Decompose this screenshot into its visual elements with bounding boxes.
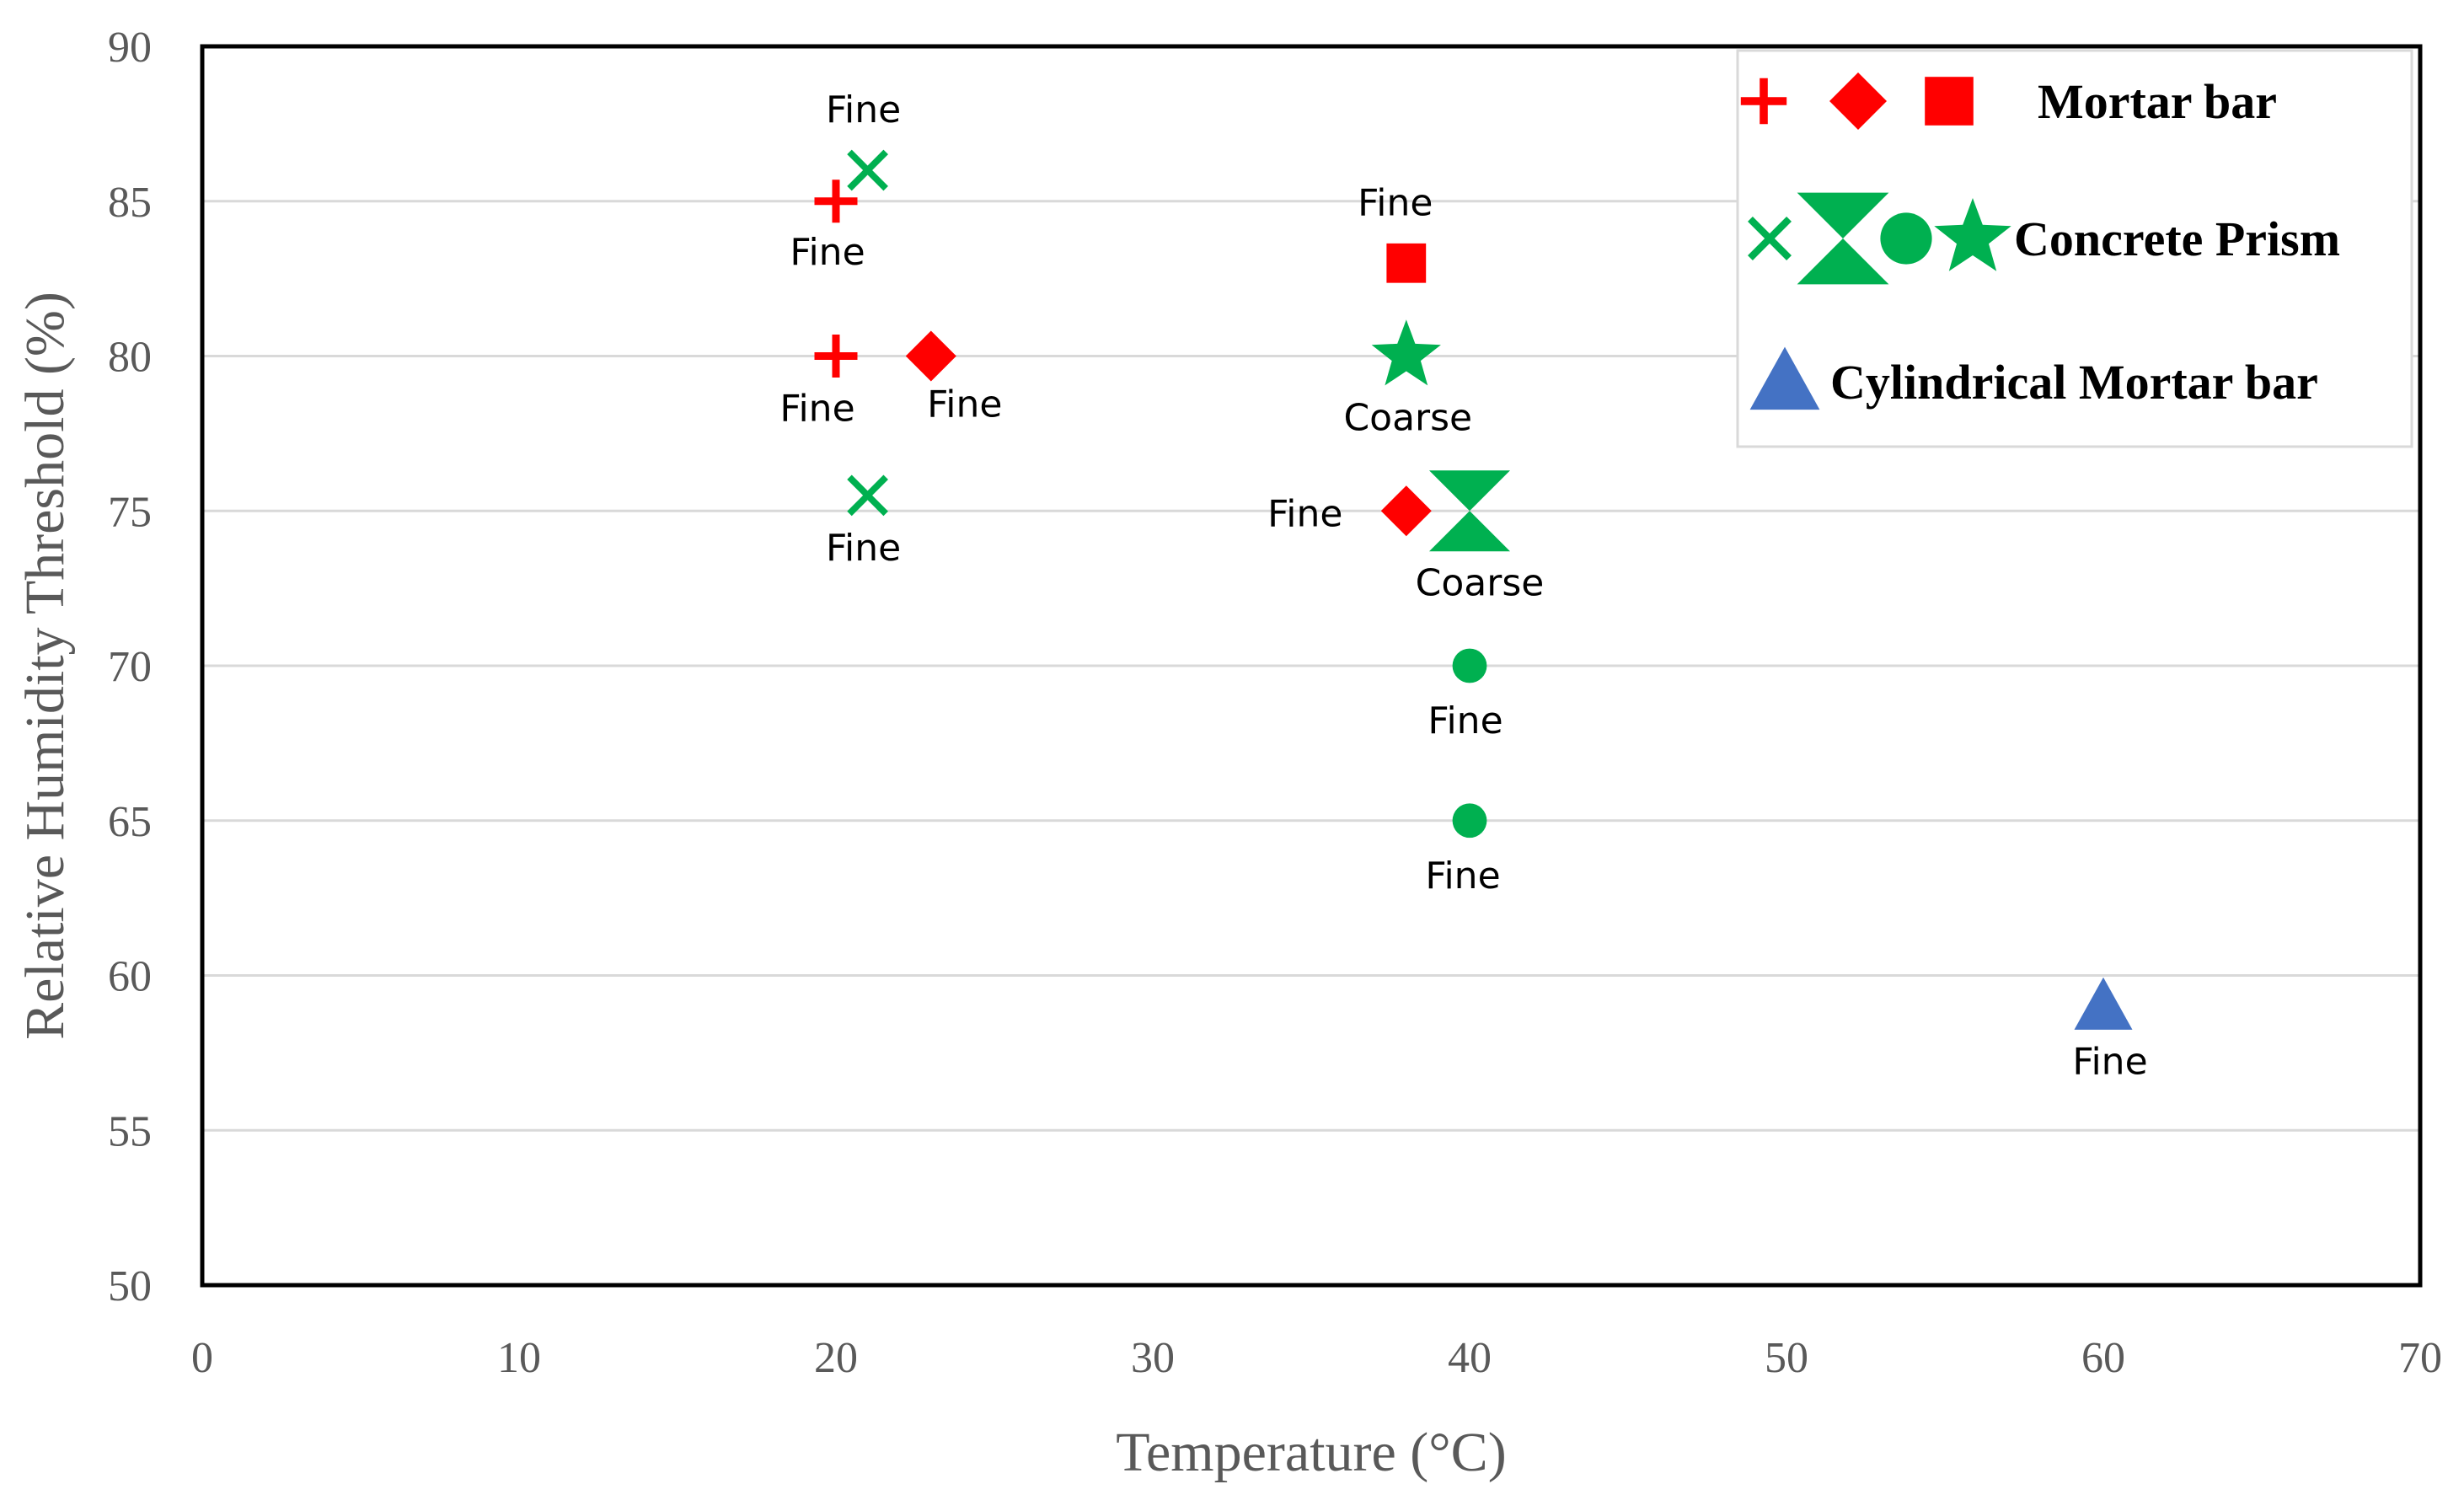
x-axis-ticks: 0 10 20 30 40 50 60 70 bbox=[191, 1334, 2442, 1382]
legend-marker-square bbox=[1925, 77, 1974, 126]
point-label: Fine bbox=[927, 383, 1002, 426]
data-point-x bbox=[847, 149, 888, 191]
legend-marker-x bbox=[1748, 217, 1792, 260]
legend-label: Mortar bar bbox=[2038, 74, 2277, 129]
legend-marker-plus bbox=[1740, 78, 1787, 125]
y-tick-label: 85 bbox=[108, 179, 152, 227]
legend-marker-hourglass bbox=[1797, 192, 1889, 285]
data-point-star bbox=[1371, 319, 1441, 386]
y-tick-label: 80 bbox=[108, 334, 152, 382]
x-tick-label: 20 bbox=[814, 1334, 858, 1382]
legend-label: Concrete Prism bbox=[2014, 212, 2340, 266]
data-point-hourglass bbox=[1429, 470, 1510, 552]
y-tick-label: 65 bbox=[108, 798, 152, 846]
legend-label: Cylindrical Mortar bar bbox=[1830, 355, 2318, 410]
data-point-plus bbox=[814, 179, 858, 223]
legend-marker-circle bbox=[1880, 212, 1932, 265]
x-tick-label: 30 bbox=[1131, 1334, 1175, 1382]
x-tick-label: 0 bbox=[191, 1334, 213, 1382]
plot-frame bbox=[200, 44, 2423, 1288]
y-tick-label: 70 bbox=[108, 643, 152, 691]
point-label: Fine bbox=[1425, 855, 1500, 897]
x-axis-title: Temperature (°C) bbox=[1116, 1422, 1506, 1483]
y-axis-title: Relative Humidity Threshold (%) bbox=[14, 292, 76, 1040]
point-label: Fine bbox=[779, 388, 854, 431]
data-point-diamond bbox=[1380, 485, 1432, 537]
y-tick-label: 55 bbox=[108, 1107, 152, 1155]
x-tick-label: 40 bbox=[1448, 1334, 1492, 1382]
x-tick-label: 50 bbox=[1765, 1334, 1808, 1382]
point-label: Fine bbox=[826, 88, 901, 131]
point-label: Coarse bbox=[1416, 561, 1545, 604]
data-point-triangle bbox=[2074, 977, 2133, 1030]
data-point-plus bbox=[814, 335, 858, 378]
legend-marker-triangle bbox=[1749, 346, 1820, 410]
point-label: Fine bbox=[826, 527, 901, 570]
data-point-circle bbox=[1452, 803, 1487, 839]
y-tick-label: 75 bbox=[108, 488, 152, 536]
x-tick-label: 10 bbox=[497, 1334, 541, 1382]
point-label: Fine bbox=[2072, 1040, 2147, 1083]
x-tick-label: 60 bbox=[2081, 1334, 2125, 1382]
point-label: Fine bbox=[1267, 492, 1342, 535]
point-label: Fine bbox=[790, 231, 865, 274]
data-point-x bbox=[847, 474, 888, 517]
point-label: Coarse bbox=[1343, 397, 1472, 440]
legend-marker-star bbox=[1934, 198, 2011, 271]
y-tick-label: 50 bbox=[108, 1262, 152, 1310]
point-label: Fine bbox=[1358, 181, 1433, 224]
data-point-square bbox=[1386, 243, 1427, 283]
x-tick-label: 70 bbox=[2398, 1334, 2442, 1382]
data-point-diamond bbox=[905, 330, 956, 382]
legend: Mortar bar Concrete Prism Cylindrical Mort… bbox=[1736, 49, 2413, 448]
legend-marker-diamond bbox=[1829, 72, 1887, 130]
point-label: Fine bbox=[1428, 699, 1503, 742]
y-tick-label: 90 bbox=[108, 24, 152, 72]
data-points: Fine Fine Fine Fine Fine Fine Fine Coarse Coarse… bbox=[779, 88, 2147, 1083]
y-tick-label: 60 bbox=[108, 953, 152, 1001]
grid-lines bbox=[202, 200, 2420, 1132]
y-axis-ticks: 50 55 60 65 70 75 80 85 90 bbox=[108, 24, 152, 1310]
data-point-circle bbox=[1452, 648, 1487, 683]
